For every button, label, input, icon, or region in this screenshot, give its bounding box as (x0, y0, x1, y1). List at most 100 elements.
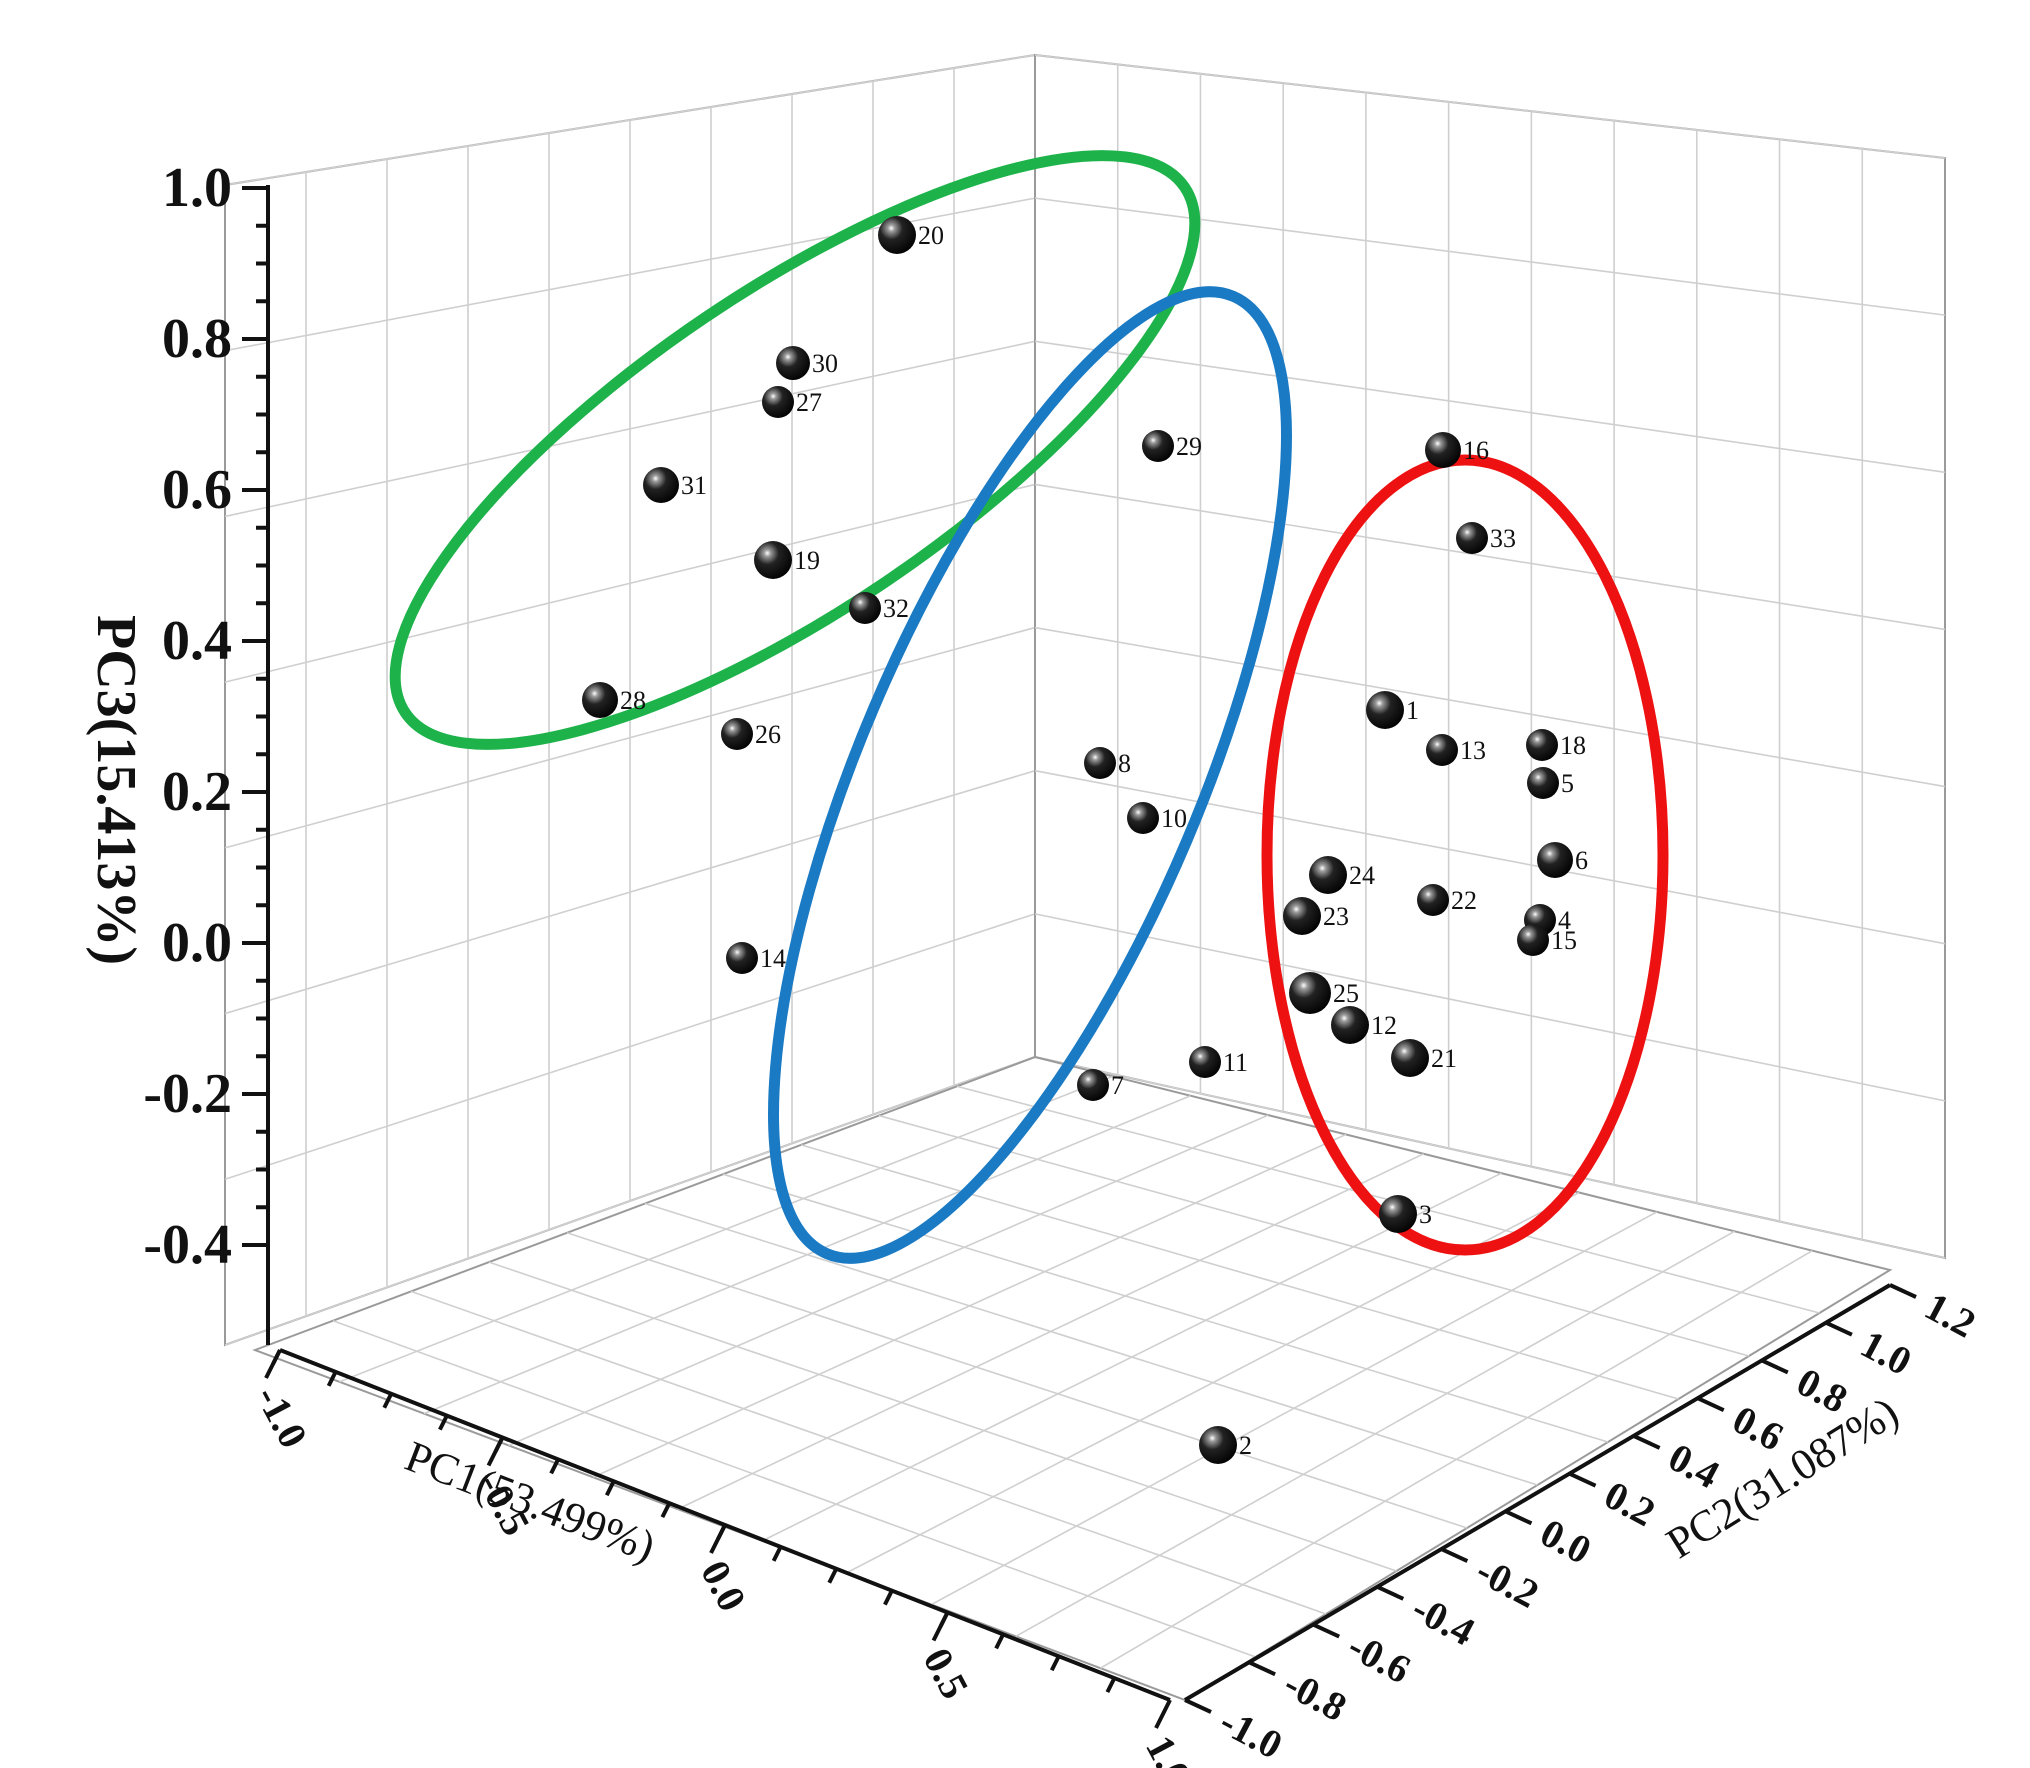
y-tick-label: -0.8 (1277, 1660, 1354, 1729)
y-tick-mark (1825, 1320, 1853, 1337)
point-marker (1199, 1426, 1237, 1464)
data-point-5: 5 (1527, 767, 1574, 799)
point-label: 29 (1176, 432, 1202, 461)
y-tick-mark (1184, 1698, 1212, 1714)
y-tick-label: -1.0 (1213, 1698, 1290, 1767)
point-label: 5 (1561, 769, 1574, 798)
point-marker (762, 386, 794, 418)
z-tick-label: -0.2 (143, 1063, 232, 1125)
x-axis: -1.0-0.50.00.51.0 (247, 1348, 1200, 1768)
data-point-28: 28 (582, 682, 646, 718)
point-label: 16 (1463, 436, 1489, 465)
data-point-24: 24 (1309, 856, 1375, 894)
y-tick-label: 0.4 (1661, 1434, 1726, 1497)
point-marker (754, 541, 792, 579)
data-point-25: 25 (1289, 972, 1359, 1014)
y-tick-mark (1760, 1358, 1789, 1375)
point-marker (1142, 430, 1174, 462)
point-marker (1077, 1069, 1109, 1101)
point-label: 6 (1575, 846, 1588, 875)
data-point-26: 26 (721, 718, 781, 750)
x-tick-label: 0.5 (915, 1641, 978, 1706)
point-marker (1283, 897, 1321, 935)
data-point-21: 21 (1391, 1039, 1457, 1077)
data-point-13: 13 (1426, 734, 1486, 766)
data-point-32: 32 (849, 592, 909, 624)
floor-plane (252, 1055, 1893, 1702)
point-marker (1331, 1006, 1369, 1044)
z-tick-label: 0.0 (162, 912, 232, 974)
y-tick-mark (1696, 1396, 1725, 1412)
point-marker (643, 467, 679, 503)
z-axis: 1.0 0.8 0.6 0.4 0.2 0.0 -0.2 -0.4 (143, 157, 270, 1345)
point-label: 1 (1406, 696, 1419, 725)
point-label: 2 (1239, 1431, 1252, 1460)
y-tick-label: -0.6 (1341, 1623, 1418, 1692)
data-point-12: 12 (1331, 1006, 1397, 1044)
point-marker (721, 718, 753, 750)
group-ellipse-3 (1261, 454, 1669, 1256)
z-tick-label: -0.4 (143, 1214, 232, 1276)
point-marker (878, 216, 916, 254)
z-tick-label: 0.8 (162, 308, 232, 370)
y-tick-mark (1440, 1547, 1469, 1563)
y-tick-mark (1889, 1283, 1917, 1299)
data-point-1: 1 (1366, 691, 1419, 729)
point-label: 32 (883, 594, 909, 623)
y-tick-mark (1504, 1509, 1533, 1526)
data-point-10: 10 (1127, 802, 1187, 834)
data-point-8: 8 (1084, 747, 1131, 779)
point-marker (1127, 802, 1159, 834)
point-label: 27 (796, 388, 822, 417)
point-label: 19 (794, 546, 820, 575)
point-marker (1289, 972, 1331, 1014)
data-point-14: 14 (726, 942, 786, 974)
y-tick-label: -0.4 (1405, 1585, 1482, 1654)
y-tick-label: 0.0 (1533, 1510, 1598, 1573)
point-label: 7 (1111, 1071, 1124, 1100)
point-label: 23 (1323, 902, 1349, 931)
group-ellipses (389, 150, 1669, 1264)
data-points: 1234567810111213141516181920212223242526… (582, 216, 1588, 1464)
y-tick-label: 1.2 (1918, 1283, 1983, 1346)
point-label: 25 (1333, 979, 1359, 1008)
point-label: 3 (1419, 1200, 1432, 1229)
y-tick-label: 1.0 (1854, 1321, 1919, 1384)
point-label: 13 (1460, 736, 1486, 765)
point-marker (582, 682, 618, 718)
back-wall-right (1034, 53, 1946, 1260)
point-label: 4 (1558, 906, 1571, 935)
data-point-15: 15 (1517, 924, 1577, 956)
x-tick-mark (1154, 1699, 1172, 1729)
y-tick-label: 0.2 (1597, 1472, 1662, 1535)
point-marker (1366, 691, 1404, 729)
x-tick-label: -1.0 (247, 1378, 316, 1455)
data-point-7: 7 (1077, 1069, 1124, 1101)
data-point-3: 3 (1379, 1195, 1432, 1233)
point-marker (1537, 842, 1573, 878)
point-label: 31 (681, 471, 707, 500)
data-point-29: 29 (1142, 430, 1202, 462)
point-label: 18 (1560, 731, 1586, 760)
point-label: 21 (1431, 1044, 1457, 1073)
data-point-16: 16 (1425, 432, 1489, 468)
data-point-20: 20 (878, 216, 944, 254)
data-point-19: 19 (754, 541, 820, 579)
point-marker (1426, 734, 1458, 766)
data-point-18: 18 (1526, 729, 1586, 761)
data-point-30: 30 (776, 346, 838, 380)
point-marker (1309, 856, 1347, 894)
data-point-6: 6 (1537, 842, 1588, 878)
y-tick-mark (1248, 1660, 1276, 1677)
y-tick-mark (1312, 1622, 1341, 1639)
point-marker (1391, 1039, 1429, 1077)
point-marker (1456, 522, 1488, 554)
y-tick-mark (1376, 1585, 1405, 1601)
point-label: 11 (1223, 1048, 1248, 1077)
point-marker (726, 942, 758, 974)
z-axis-title: PC3(15.413%) (85, 615, 147, 965)
point-marker (1189, 1046, 1221, 1078)
point-marker (1417, 884, 1449, 916)
point-label: 30 (812, 349, 838, 378)
